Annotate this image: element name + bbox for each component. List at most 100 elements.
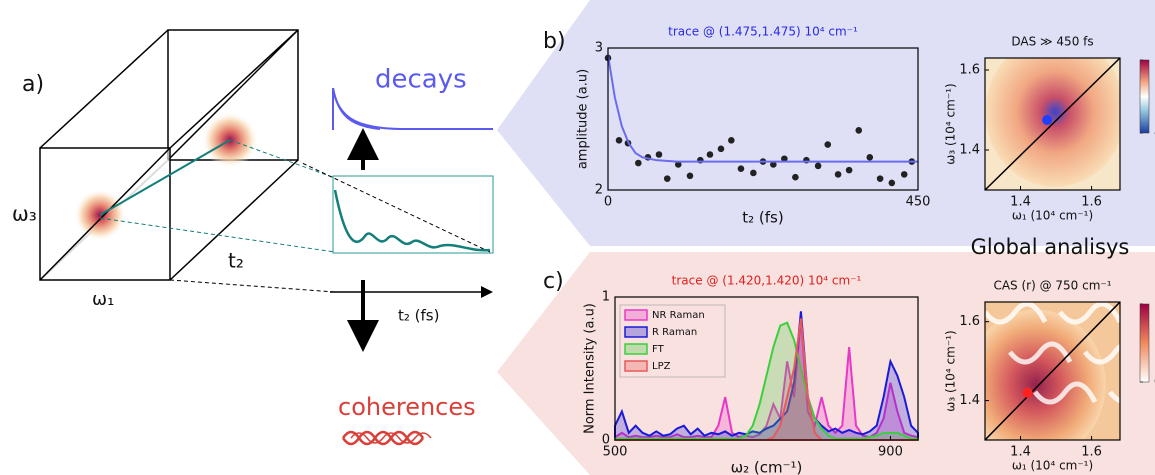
point [655, 151, 663, 158]
point [834, 171, 842, 178]
y-tick-label: 1.6 [959, 63, 980, 78]
point [824, 141, 832, 148]
diagonal [985, 302, 1120, 440]
point [750, 169, 757, 177]
colorbar [1139, 303, 1150, 383]
y-tick-label: 1 [602, 290, 610, 305]
y-tick-label: 2 [595, 183, 603, 198]
heatmap-blob [985, 309, 1106, 440]
cube [39, 29, 494, 446]
decays-label: decays [375, 65, 467, 95]
point [855, 127, 863, 134]
point [781, 155, 788, 163]
point [737, 165, 745, 172]
y-axis-label: Norm Intensity (a.u) [583, 303, 598, 434]
point [900, 171, 908, 178]
legend-label: LPZ [652, 361, 671, 372]
global-label: Global analisys [971, 235, 1130, 259]
axis-label: t₂ (fs) [398, 307, 439, 325]
plot-frame [984, 57, 1121, 191]
y-tick-label: 0 [602, 433, 610, 448]
point [635, 159, 642, 167]
point [686, 172, 694, 180]
colorbar [1139, 59, 1150, 134]
panel-label: a) [22, 72, 44, 97]
legend-swatch [624, 360, 648, 372]
y-axis-label: amplitude (a.u) [576, 69, 591, 169]
axis-label: ω₃ [12, 202, 37, 226]
point [792, 173, 799, 181]
axis-label: ω₁ [92, 289, 114, 310]
heatmap-texture [1108, 390, 1120, 404]
x-axis-label: ω₂ (cm⁻¹) [731, 459, 803, 475]
y-tick-label: 1.4 [959, 143, 980, 158]
point [770, 161, 777, 168]
heatmap-texture [1058, 302, 1120, 325]
x-tick-label: 1.6 [1081, 445, 1102, 460]
marker [1042, 115, 1053, 125]
marker [1022, 387, 1033, 398]
heatmap-texture [1083, 343, 1120, 365]
x-tick-label: 900 [878, 445, 903, 460]
point [663, 175, 671, 182]
x-axis-label: ω₁ (10⁴ cm⁻¹) [1012, 459, 1093, 473]
x-axis-label: t₂ (fs) [742, 209, 783, 227]
point [674, 161, 682, 168]
chart-title: DAS ≫ 450 fs [1011, 35, 1093, 49]
chart-title: trace @ (1.475,1.475) 10⁴ cm⁻¹ [668, 25, 858, 39]
spectrum [614, 321, 919, 441]
panel-label: c) [543, 269, 564, 294]
plot-frame [607, 47, 919, 191]
chart-title: trace @ (1.420,1.420) 10⁴ cm⁻¹ [672, 274, 862, 288]
plot-frame [984, 301, 1121, 441]
panel-label: b) [543, 29, 566, 54]
point [866, 154, 874, 161]
spectrum [614, 318, 919, 441]
point [888, 179, 896, 187]
point [814, 162, 822, 170]
heatmap-blob [985, 58, 1120, 187]
plot-frame [614, 296, 919, 441]
point [876, 175, 884, 182]
y-axis-label: ω₃ (10⁴ cm⁻¹) [944, 330, 958, 411]
legend-swatch [624, 343, 648, 355]
y-tick-label: 3 [595, 41, 603, 56]
legend-swatch [624, 309, 648, 321]
x-tick-label: 500 [603, 445, 628, 460]
y-tick-label: 1.4 [959, 393, 980, 408]
x-axis-label: ω₁ (10⁴ cm⁻¹) [1012, 209, 1093, 223]
heatmap [985, 302, 1120, 440]
x-tick-label: 1.4 [1010, 445, 1031, 460]
chart: NR Raman R Raman FT LPZ 500 900 0 1 trace @ (1.4… [583, 274, 919, 475]
chart: 0 450 2 3 trace @ (1.475,1.475) 10⁴ cm⁻¹ t₂ (… [576, 25, 931, 227]
legend-box [619, 304, 726, 378]
x-tick-label: 1.4 [1010, 195, 1031, 210]
x-tick-label: 1.6 [1081, 195, 1102, 210]
spectrum [614, 311, 919, 441]
legend-label: NR Raman [652, 310, 705, 321]
y-tick-label: 1.6 [959, 314, 980, 329]
y-axis-label: ω₃ (10⁴ cm⁻¹) [944, 83, 958, 164]
point [717, 145, 725, 153]
coherences-label: coherences [338, 393, 476, 421]
heatmap-texture [1033, 381, 1098, 405]
x-tick-label: 450 [906, 195, 931, 210]
axis-label: t₂ [228, 249, 244, 273]
heatmap [985, 58, 1120, 190]
point [728, 137, 735, 144]
fit-line [607, 54, 918, 163]
diagonal [985, 58, 1120, 190]
heatmap-texture [1008, 341, 1073, 365]
point [845, 166, 853, 174]
point [615, 137, 623, 144]
x-tick-label: 0 [604, 195, 612, 210]
legend-swatch [624, 326, 648, 338]
legend-label: FT [652, 344, 665, 355]
heatmap-texture [985, 302, 1048, 325]
chart-title: CAS (r) @ 750 cm⁻¹ [993, 279, 1111, 293]
legend-label: R Raman [652, 327, 697, 338]
point [706, 151, 714, 158]
